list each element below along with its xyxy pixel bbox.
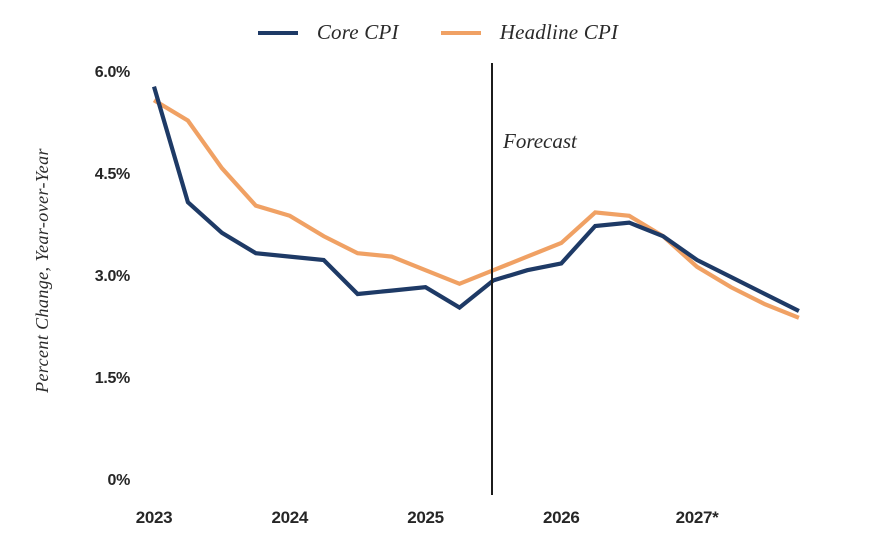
x-tick-label: 2026 [542, 508, 580, 527]
x-tick-label: 2027* [675, 508, 719, 527]
forecast-divider-line [491, 63, 493, 495]
x-tick-label: 2023 [135, 508, 173, 527]
headline-cpi-legend-label: Headline CPI [499, 20, 619, 44]
y-tick-label: 4.5% [94, 166, 131, 183]
y-tick-label: 6.0% [94, 64, 131, 81]
headline-cpi-line-swatch [440, 30, 481, 35]
headline-cpi-line [152, 98, 800, 320]
y-tick-label: 0% [107, 472, 130, 489]
legend-item-headline-cpi: Headline CPI [440, 20, 619, 45]
x-tick-label: 2024 [271, 508, 309, 527]
legend-item-core-cpi: Core CPI [257, 20, 399, 45]
core-cpi-line-swatch [257, 30, 298, 35]
x-tick-label: 2025 [407, 508, 444, 527]
forecast-label: Forecast [503, 129, 577, 153]
y-tick-label: 1.5% [94, 370, 131, 387]
chart-legend: Core CPI Headline CPI [0, 20, 876, 45]
y-tick-label: 3.0% [94, 268, 131, 285]
core-cpi-line [151, 86, 800, 313]
core-cpi-legend-label: Core CPI [316, 20, 399, 44]
